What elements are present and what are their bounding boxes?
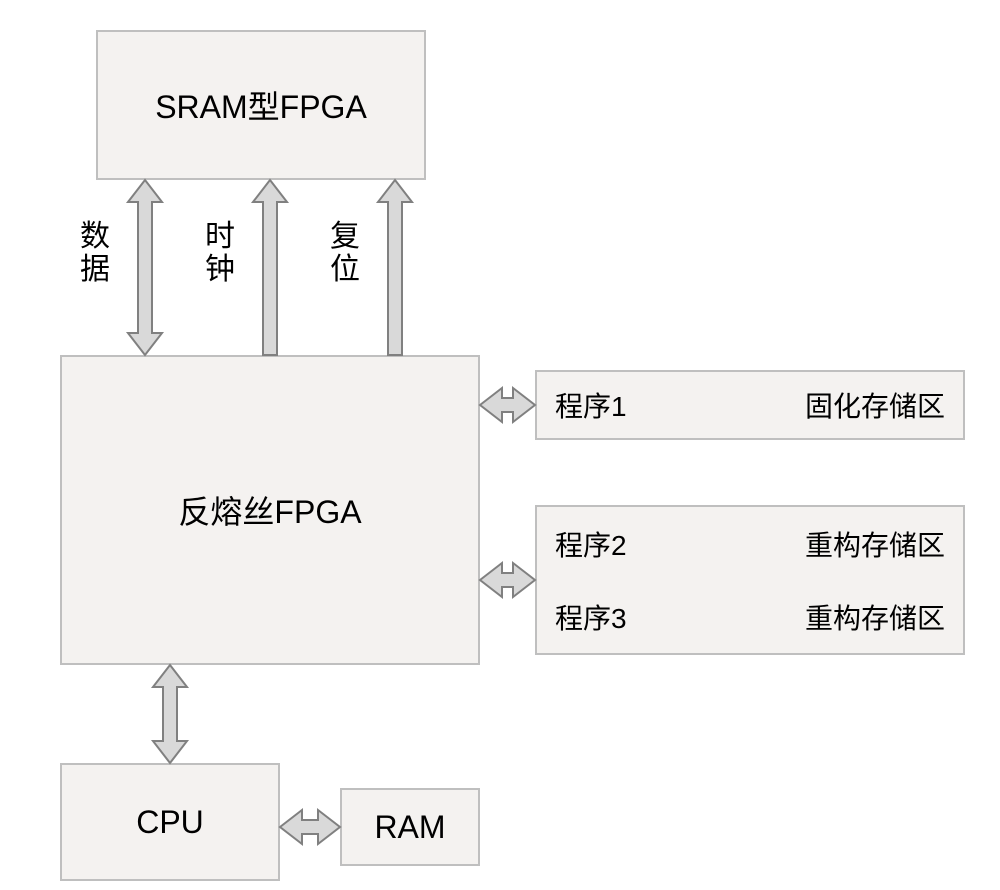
arrow-data	[128, 180, 162, 355]
arrow-reset	[378, 180, 412, 355]
arrow-mem-reconfig	[480, 563, 535, 597]
arrow-ram	[280, 810, 340, 844]
arrow-cpu	[153, 665, 187, 763]
arrow-clock	[253, 180, 287, 355]
arrows-layer	[0, 0, 1000, 890]
arrow-mem-fixed	[480, 388, 535, 422]
